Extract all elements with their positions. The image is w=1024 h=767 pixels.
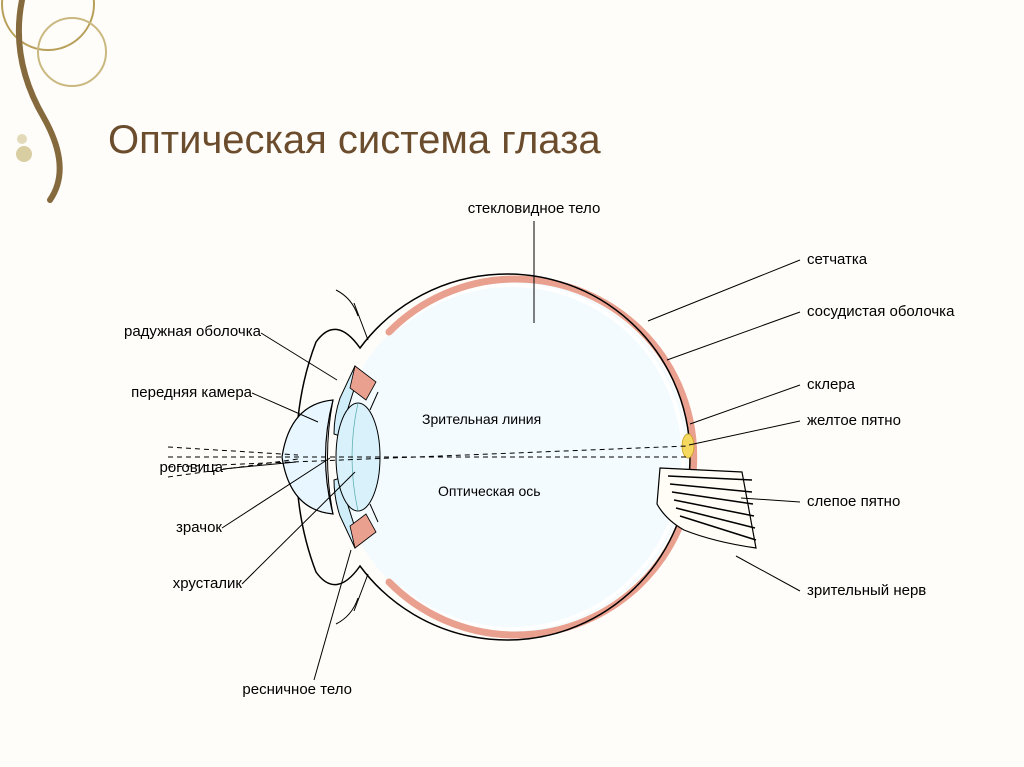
- label-lens: хрусталик: [173, 575, 243, 592]
- label-optic-nerve: зрительный нерв: [807, 582, 926, 599]
- label-vitreous: стекловидное тело: [468, 200, 601, 217]
- label-iris: радужная оболочка: [124, 323, 262, 340]
- label-choroid: сосудистая оболочка: [807, 303, 955, 320]
- label-optical-axis: Оптическая ось: [438, 483, 541, 499]
- label-pupil: зрачок: [176, 519, 222, 536]
- label-retina: сетчатка: [807, 251, 868, 268]
- label-visual-line: Зрительная линия: [422, 411, 541, 427]
- label-anterior-chamber: передняя камера: [131, 384, 253, 401]
- corner-decoration: [2, 0, 106, 200]
- slide-svg: радужная оболочка передняя камера рогови…: [0, 0, 1024, 767]
- label-cornea: роговица: [160, 459, 224, 476]
- label-blind-spot: слепое пятно: [807, 493, 900, 510]
- slide-title: Оптическая система глаза: [108, 118, 601, 163]
- label-sclera: склера: [807, 376, 856, 393]
- label-macula: желтое пятно: [807, 412, 901, 429]
- label-ciliary: ресничное тело: [242, 681, 352, 698]
